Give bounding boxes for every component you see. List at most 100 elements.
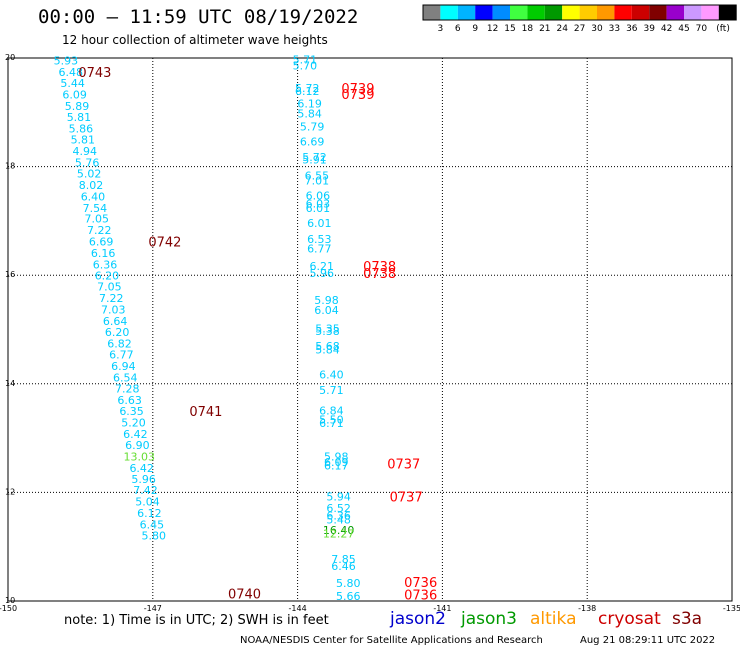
swh-label-track-b: 5.50 bbox=[319, 414, 344, 427]
swh-label-track-a: 6.16 bbox=[91, 247, 116, 260]
y-tick-label: 18 bbox=[5, 162, 15, 171]
pass-time-label: 0738 bbox=[363, 267, 396, 282]
credit-line: NOAA/NESDIS Center for Satellite Applica… bbox=[240, 635, 543, 646]
chart-subtitle: 12 hour collection of altimeter wave hei… bbox=[62, 33, 328, 47]
colorbar-tick-label: 21 bbox=[539, 24, 550, 34]
colorbar-swatch bbox=[631, 5, 650, 20]
swh-label-track-a: 6.09 bbox=[62, 88, 87, 101]
colorbar-swatch bbox=[701, 5, 719, 20]
y-tick-label: 10 bbox=[5, 596, 15, 605]
pass-time-label: 0741 bbox=[189, 405, 222, 420]
colorbar-tick-label: 45 bbox=[678, 24, 689, 34]
colorbar-swatch bbox=[649, 5, 667, 20]
swh-label-track-a: 6.77 bbox=[109, 348, 134, 361]
pass-time-label: 0737 bbox=[390, 491, 423, 506]
generated-timestamp: Aug 21 08:29:11 UTC 2022 bbox=[580, 635, 716, 646]
colorbar-tick-label: 9 bbox=[472, 24, 478, 34]
legend-s3a: s3a bbox=[672, 609, 703, 629]
swh-label-track-b: 5.68 bbox=[315, 340, 340, 353]
swh-label-track-b: 5.84 bbox=[315, 344, 340, 357]
swh-label-track-b: 5.38 bbox=[315, 325, 340, 338]
swh-label-track-a: 6.20 bbox=[95, 270, 120, 283]
pass-time-label: 0738 bbox=[363, 260, 396, 275]
colorbar-swatch bbox=[684, 5, 702, 20]
swh-label-track-b: 5.79 bbox=[300, 120, 325, 133]
swh-label-track-b: 5.80 bbox=[336, 577, 361, 590]
swh-label-track-b: 5.71 bbox=[293, 54, 318, 67]
swh-label-track-a: 7.05 bbox=[85, 213, 110, 226]
swh-label-track-a: 6.42 bbox=[123, 428, 148, 441]
swh-label-track-b: 6.55 bbox=[305, 169, 330, 182]
pass-time-label: 0739 bbox=[341, 82, 374, 97]
swh-label-track-b: 5.66 bbox=[336, 590, 361, 603]
swh-label-track-a: 8.02 bbox=[79, 179, 104, 192]
pass-time-label: 0736 bbox=[404, 576, 437, 591]
colorbar-tick-label: 18 bbox=[522, 24, 534, 34]
swh-label-track-a: 5.20 bbox=[121, 416, 146, 429]
y-tick-label: 16 bbox=[5, 270, 15, 279]
colorbar-swatch bbox=[457, 5, 476, 20]
swh-label-track-b: 6.77 bbox=[307, 243, 332, 256]
swh-label-track-b: 5.35 bbox=[315, 322, 340, 335]
swh-label-track-b: 6.69 bbox=[300, 136, 325, 149]
colorbar-swatch bbox=[718, 5, 737, 20]
pass-time-label: 0742 bbox=[148, 236, 181, 251]
swh-label-track-a: 5.02 bbox=[77, 168, 102, 181]
swh-label-track-b: 7.01 bbox=[305, 175, 330, 188]
swh-label-track-a: 7.54 bbox=[83, 202, 108, 215]
colorbar-tick-label: 42 bbox=[661, 24, 672, 34]
swh-label-track-b: 5.72 bbox=[295, 82, 320, 95]
colorbar-tick-label: 6 bbox=[455, 24, 461, 34]
swh-label-track-b: 16.40 bbox=[323, 524, 355, 537]
swh-label-track-a: 6.94 bbox=[111, 360, 136, 373]
swh-label-track-b: 6.19 bbox=[297, 98, 322, 111]
swh-label-track-b: 5.98 bbox=[324, 451, 349, 464]
x-tick-label: -150 bbox=[0, 604, 17, 613]
swh-label-track-a: 6.40 bbox=[81, 190, 106, 203]
swh-label-track-b: 6.21 bbox=[309, 260, 334, 273]
swh-label-track-a: 6.64 bbox=[103, 315, 128, 328]
colorbar-swatch bbox=[527, 5, 545, 20]
colorbar-swatch bbox=[510, 5, 528, 20]
legend-jason3: jason3 bbox=[461, 609, 517, 629]
swh-label-track-a: 7.03 bbox=[101, 303, 126, 316]
colorbar-legend: 3 6 9 12 15 18 21 24 27 30 33 36 39 42 45 70 (ft) bbox=[422, 4, 737, 34]
x-tick-label: -147 bbox=[144, 604, 162, 613]
colorbar-unit: (ft) bbox=[716, 24, 730, 34]
plot-border bbox=[7, 57, 733, 602]
swh-label-track-b: 6.36 bbox=[326, 510, 351, 523]
colorbar-tick-label: 36 bbox=[626, 24, 638, 34]
swh-label-track-a: 7.22 bbox=[99, 292, 124, 305]
swh-label-track-b: 5.96 bbox=[309, 267, 334, 280]
swh-label-track-b: 6.01 bbox=[306, 202, 331, 215]
colorbar-tick-label: 39 bbox=[643, 24, 655, 34]
swh-label-track-b: 6.40 bbox=[319, 369, 344, 382]
swh-label-track-b: 6.84 bbox=[319, 404, 344, 417]
colorbar-swatch bbox=[562, 5, 580, 20]
swh-label-track-a: 7.28 bbox=[115, 383, 140, 396]
x-tick-label: -144 bbox=[289, 604, 307, 613]
x-tick-label: -141 bbox=[433, 604, 451, 613]
colorbar-swatch bbox=[475, 5, 493, 20]
colorbar-tick-label: 12 bbox=[487, 24, 498, 34]
swh-label-track-b: 6.17 bbox=[324, 459, 349, 472]
x-axis-ticks: -150 -147 -144 -141 -138 -135 bbox=[0, 604, 740, 613]
x-tick-label: -135 bbox=[723, 604, 740, 613]
swh-label-track-a: 6.36 bbox=[93, 258, 118, 271]
grid-lines bbox=[8, 58, 732, 601]
pass-time-label: 0740 bbox=[228, 587, 261, 602]
colorbar-tick-label: 27 bbox=[574, 24, 585, 34]
colorbar-swatch bbox=[666, 5, 684, 20]
swh-label-track-b: 5.98 bbox=[314, 294, 339, 307]
swh-label-track-b: 12.27 bbox=[323, 528, 355, 541]
swh-label-track-a: 7.42 bbox=[133, 484, 158, 497]
swh-label-track-a: 6.20 bbox=[105, 326, 130, 339]
swh-label-track-b: 5.94 bbox=[326, 491, 351, 504]
swh-label-track-a: 13.03 bbox=[124, 451, 156, 464]
swh-label-track-a: 6.45 bbox=[140, 518, 165, 531]
swh-label-track-b: 5.70 bbox=[293, 60, 318, 73]
swh-label-track-a: 6.54 bbox=[113, 371, 138, 384]
swh-label-track-b: 5.72 bbox=[302, 151, 327, 164]
swh-label-track-b: 6.53 bbox=[307, 233, 332, 246]
